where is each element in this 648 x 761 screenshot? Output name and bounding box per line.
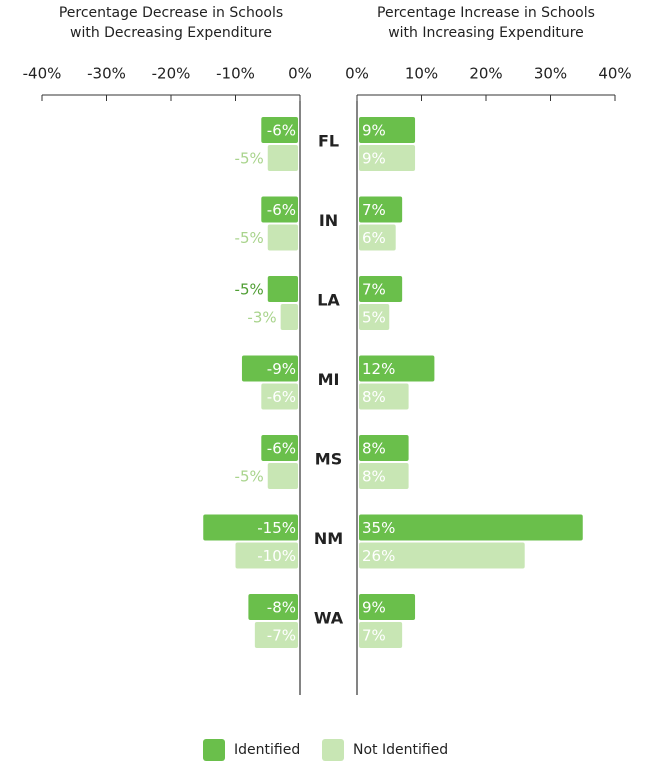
- category-label: LA: [317, 291, 340, 310]
- bar: [359, 542, 525, 569]
- value-label: 7%: [362, 201, 386, 219]
- value-label: 9%: [362, 150, 386, 168]
- value-label: -6%: [267, 201, 296, 219]
- x-tick-label: 10%: [405, 65, 438, 83]
- value-label: -15%: [257, 519, 296, 537]
- legend-label: Identified: [234, 742, 300, 758]
- value-label: -9%: [267, 360, 296, 378]
- bar: [359, 224, 396, 251]
- value-label: -5%: [235, 468, 264, 486]
- legend-label: Not Identified: [353, 742, 448, 758]
- bar: [261, 435, 298, 461]
- bar: [261, 196, 298, 223]
- category-label: FL: [318, 132, 339, 151]
- x-tick-label: -10%: [216, 65, 255, 83]
- value-label: 6%: [362, 229, 386, 247]
- bar: [359, 463, 409, 489]
- value-label: -6%: [267, 388, 296, 406]
- x-tick-label: 40%: [598, 65, 631, 83]
- value-label: -8%: [267, 599, 296, 617]
- category-label: NM: [314, 529, 343, 548]
- bar: [359, 196, 403, 223]
- x-tick-label: -40%: [23, 65, 62, 83]
- value-label: 7%: [362, 281, 386, 299]
- value-label: 8%: [362, 388, 386, 406]
- value-label: 12%: [362, 360, 395, 378]
- value-label: 9%: [362, 122, 386, 140]
- bar: [359, 435, 409, 461]
- value-label: -7%: [267, 627, 296, 645]
- value-label: -5%: [235, 281, 264, 299]
- bar: [359, 355, 435, 382]
- bar: [280, 304, 298, 330]
- bar: [267, 463, 298, 489]
- bar: [359, 622, 403, 648]
- bar: [261, 117, 298, 143]
- value-label: 5%: [362, 309, 386, 327]
- bar: [359, 304, 390, 330]
- x-tick-label: 20%: [469, 65, 502, 83]
- x-tick-label: 0%: [345, 65, 369, 83]
- bar: [254, 622, 298, 648]
- value-label: 26%: [362, 547, 395, 565]
- x-tick-label: -20%: [152, 65, 191, 83]
- value-label: 7%: [362, 627, 386, 645]
- value-label: -6%: [267, 440, 296, 458]
- value-label: -10%: [257, 547, 296, 565]
- bar: [359, 383, 409, 410]
- category-label: IN: [319, 211, 338, 230]
- panel-title: with Increasing Expenditure: [388, 25, 584, 41]
- value-label: 9%: [362, 599, 386, 617]
- category-label: MS: [315, 450, 342, 469]
- category-label: WA: [314, 609, 344, 628]
- bar: [359, 514, 583, 541]
- bar: [359, 276, 403, 302]
- value-label: 8%: [362, 440, 386, 458]
- category-label: MI: [318, 370, 340, 389]
- value-label: -5%: [235, 150, 264, 168]
- legend-swatch: [203, 739, 225, 761]
- bar: [359, 117, 416, 143]
- bar: [241, 355, 298, 382]
- x-tick-label: 0%: [288, 65, 312, 83]
- bar: [359, 594, 416, 620]
- value-label: -5%: [235, 229, 264, 247]
- x-tick-label: -30%: [87, 65, 126, 83]
- bar: [203, 514, 298, 541]
- bar: [359, 145, 416, 171]
- panel-title: Percentage Decrease in Schools: [59, 5, 283, 21]
- panel-title: with Decreasing Expenditure: [70, 25, 272, 41]
- bar: [267, 145, 298, 171]
- bar: [267, 224, 298, 251]
- value-label: 8%: [362, 468, 386, 486]
- value-label: -3%: [247, 309, 276, 327]
- x-tick-label: 30%: [534, 65, 567, 83]
- bar: [261, 383, 298, 410]
- panel-title: Percentage Increase in Schools: [377, 5, 595, 21]
- bar: [235, 542, 298, 569]
- value-label: 35%: [362, 519, 395, 537]
- value-label: -6%: [267, 122, 296, 140]
- legend-swatch: [322, 739, 344, 761]
- bar: [248, 594, 298, 620]
- bar: [267, 276, 298, 302]
